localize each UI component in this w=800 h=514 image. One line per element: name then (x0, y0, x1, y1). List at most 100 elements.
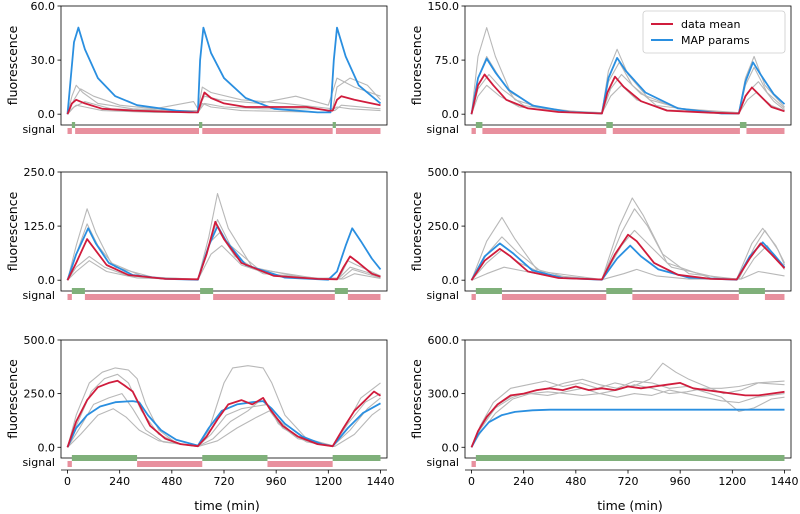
y-axis-label: fluorescence (409, 25, 424, 105)
panel-2: 0.0 75.0 150.0 fluorescence signal data mean M… (409, 0, 792, 136)
x-axis-label-left: time (min) (194, 498, 260, 513)
signal-off-bar (501, 294, 607, 300)
plot-frame (60, 5, 388, 126)
signal-on-bar (739, 122, 747, 128)
plot-frame (464, 5, 792, 126)
map-params-line (470, 408, 785, 448)
signal-off-bar (482, 128, 607, 134)
signal-label: signal (22, 456, 55, 469)
signal-on-bar (475, 288, 502, 294)
x-tick-label: 240 (513, 475, 534, 488)
data-mean-line (470, 233, 786, 281)
data-mean-line (66, 379, 381, 448)
y-tick-label: 150.0 (428, 0, 460, 13)
data-mean-line (470, 381, 785, 448)
signal-on-bar (71, 455, 138, 461)
y-tick-label: 60.0 (31, 0, 56, 13)
signal-off-bar (84, 294, 201, 300)
x-tick-label: 480 (161, 475, 182, 488)
trial-line-1 (470, 362, 785, 448)
x-tick-label: 240 (109, 475, 130, 488)
x-tick-label: 1440 (770, 475, 798, 488)
map-params-line (470, 57, 786, 115)
x-tick-label: 480 (565, 475, 586, 488)
signal-off-bar (267, 461, 333, 467)
x-tick-label: 960 (670, 475, 691, 488)
x-tick-label: 720 (214, 475, 235, 488)
trial-line-1 (66, 193, 381, 281)
y-axis-label: fluorescence (409, 359, 424, 439)
trial-line-1 (470, 27, 785, 115)
y-tick-label: 30.0 (31, 54, 56, 67)
signal-label: signal (22, 289, 55, 302)
x-tick-label: 0 (468, 475, 475, 488)
trial-line-2 (471, 208, 786, 281)
signal-on-bar (606, 288, 633, 294)
trial-line-2 (66, 77, 381, 115)
signal-off-bar (67, 294, 72, 300)
trial-line-4 (67, 408, 381, 448)
signal-off-bar (67, 128, 72, 134)
map-params-line (66, 225, 382, 281)
legend-label: data mean (681, 18, 740, 31)
y-tick-label: 250.0 (428, 220, 460, 233)
x-tick-label: 1200 (314, 475, 342, 488)
trial-line-3 (470, 84, 785, 115)
signal-on-bar (334, 288, 348, 294)
y-axis-label: fluorescence (5, 359, 20, 439)
signal-on-bar (71, 122, 76, 128)
trial-line-2 (471, 378, 785, 448)
signal-on-bar (332, 455, 381, 461)
signal-off-bar (347, 294, 381, 300)
trial-line-1 (66, 365, 381, 448)
x-tick-label: 1440 (366, 475, 394, 488)
signal-off-bar (471, 128, 476, 134)
signal-off-bar (471, 294, 476, 300)
trial-line-4 (470, 73, 785, 115)
panel-3: 0.0 125.0 250.0 fluorescence signal (5, 166, 388, 302)
data-mean-line (66, 91, 381, 115)
signal-off-bar (746, 128, 785, 134)
y-axis-label: fluorescence (5, 25, 20, 105)
signal-off-bar (137, 461, 203, 467)
signal-on-bar (738, 288, 765, 294)
map-params-line (470, 241, 786, 281)
signal-on-bar (606, 122, 613, 128)
plot-frame (60, 171, 388, 292)
y-tick-label: 300.0 (428, 388, 460, 401)
y-tick-label: 0.0 (442, 274, 460, 287)
panel-6: 0.0 300.0 600.0 fluorescence signal 0 240 480 72… (409, 334, 798, 488)
y-tick-label: 600.0 (428, 334, 460, 347)
signal-on-bar (199, 122, 203, 128)
signal-off-bar (335, 128, 381, 134)
legend-box (642, 10, 786, 54)
panel-1: 0.0 30.0 60.0 fluorescence signal (5, 0, 388, 136)
signal-label: signal (426, 123, 459, 136)
x-axis-label-right: time (min) (597, 498, 663, 513)
signal-off-bar (75, 128, 200, 134)
y-tick-label: 0.0 (38, 441, 56, 454)
y-tick-label: 125.0 (24, 220, 56, 233)
signal-off-bar (764, 294, 785, 300)
signal-off-bar (632, 294, 739, 300)
y-tick-label: 250.0 (24, 388, 56, 401)
signal-on-bar (332, 122, 336, 128)
signal-on-bar (475, 122, 483, 128)
y-tick-label: 0.0 (38, 108, 56, 121)
data-mean-line (66, 220, 381, 281)
x-tick-label: 0 (64, 475, 71, 488)
trial-line-3 (471, 389, 785, 448)
signal-off-bar (612, 128, 740, 134)
trial-line-4 (67, 101, 381, 115)
signal-on-bar (475, 455, 785, 461)
trial-line-1 (470, 197, 785, 281)
signal-off-bar (471, 461, 476, 467)
map-params-line (66, 400, 381, 448)
y-tick-label: 0.0 (38, 274, 56, 287)
signal-label: signal (426, 289, 459, 302)
trial-line-4 (67, 245, 381, 281)
x-tick-label: 1200 (718, 475, 746, 488)
map-params-line (66, 26, 382, 115)
y-axis-label: fluorescence (409, 191, 424, 271)
